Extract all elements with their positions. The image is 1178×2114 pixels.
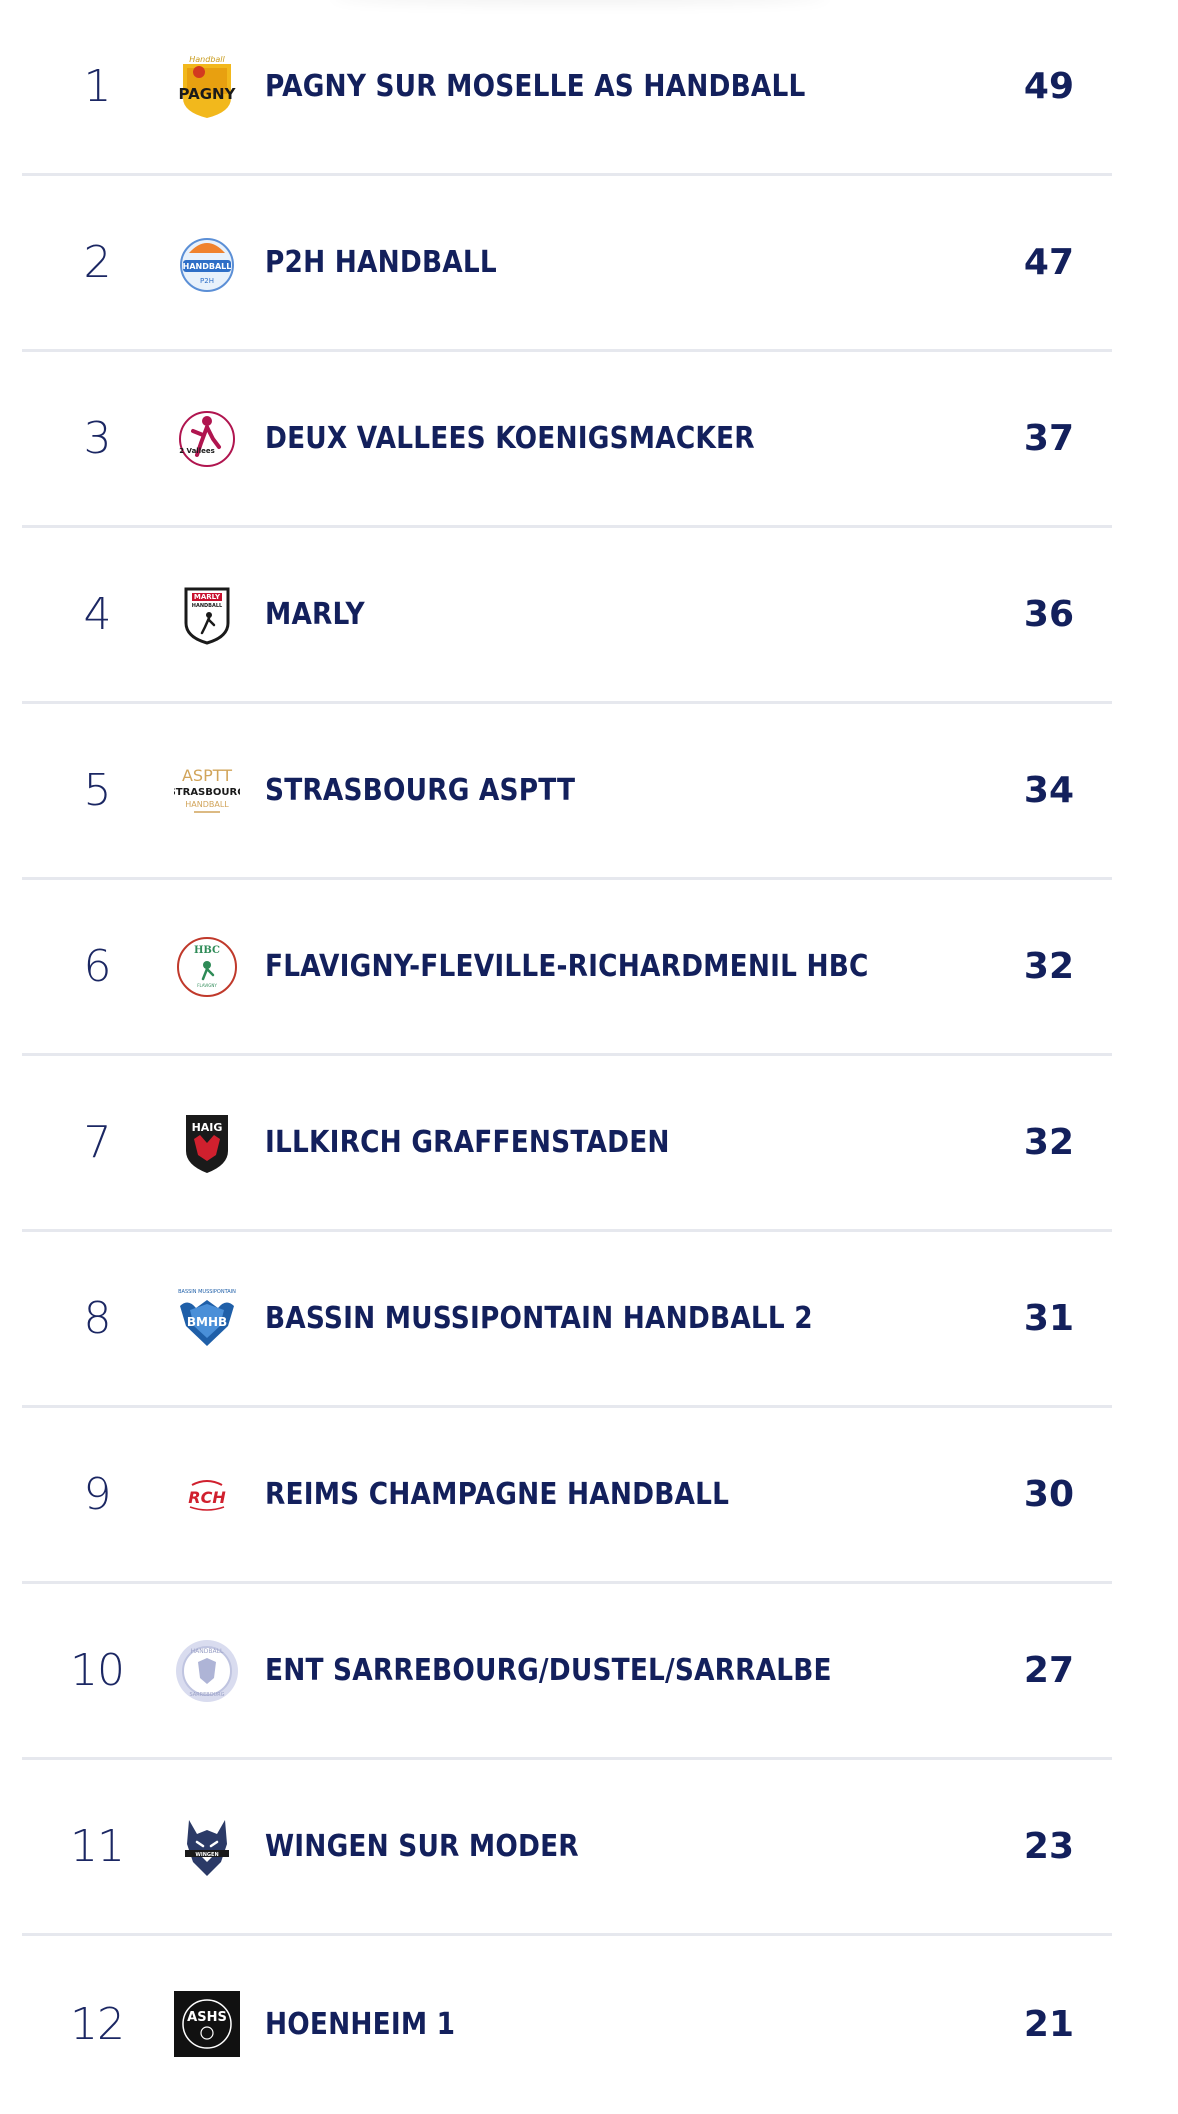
standings-row[interactable]: 10 HANDBALL SARREBOURG ENT SARREBOURG/DU…: [22, 1584, 1112, 1760]
svg-text:ASPTT: ASPTT: [182, 766, 232, 785]
sarrebourg-logo-icon: HANDBALL SARREBOURG: [174, 1638, 240, 1704]
team-name: FLAVIGNY-FLEVILLE-RICHARDMENIL HBC: [265, 949, 869, 984]
standings-row[interactable]: 12 ASHS HOENHEIM 1 21: [22, 1936, 1112, 2112]
team-name: REIMS CHAMPAGNE HANDBALL: [265, 1477, 730, 1512]
team-name: P2H HANDBALL: [265, 245, 497, 280]
svg-text:HBC: HBC: [194, 945, 220, 956]
standings-row[interactable]: 2 HANDBALL P2H P2H HANDBALL 47: [22, 176, 1112, 352]
points: 31: [1023, 1298, 1074, 1339]
bassin-logo-icon: BASSIN MUSSIPONTAIN BMHB: [174, 1286, 240, 1352]
points: 47: [1023, 242, 1074, 283]
points: 49: [1023, 66, 1074, 107]
standings-row[interactable]: 9 RCH REIMS CHAMPAGNE HANDBALL 30: [22, 1408, 1112, 1584]
svg-text:HAIG: HAIG: [192, 1121, 223, 1134]
team-name: STRASBOURG ASPTT: [265, 773, 576, 808]
rank: 9: [83, 1469, 112, 1520]
team-name: MARLY: [265, 597, 365, 632]
team-name: ILLKIRCH GRAFFENSTADEN: [265, 1125, 670, 1160]
standings-row[interactable]: 4 MARLY HANDBALL MARLY 36: [22, 528, 1112, 704]
team-name: PAGNY SUR MOSELLE AS HANDBALL: [265, 69, 806, 104]
team-name: BASSIN MUSSIPONTAIN HANDBALL 2: [265, 1301, 813, 1336]
strasbourg-asptt-logo-icon: ASPTT STRASBOURG HANDBALL: [174, 758, 240, 824]
standings-row[interactable]: 11 WINGEN WINGEN SUR MODER 23: [22, 1760, 1112, 1936]
reims-logo-icon: RCH: [174, 1462, 240, 1528]
points: 34: [1023, 770, 1074, 811]
rank: 10: [70, 1645, 125, 1696]
marly-logo-icon: MARLY HANDBALL: [174, 582, 240, 648]
deux-vallees-logo-icon: 2 Vallees: [174, 406, 240, 472]
standings-row[interactable]: 3 2 Vallees DEUX VALLEES KOENIGSMACKER 3…: [22, 352, 1112, 528]
svg-text:HANDBALL: HANDBALL: [191, 1648, 224, 1655]
points: 37: [1023, 418, 1074, 459]
rank: 7: [83, 1117, 112, 1168]
rank: 11: [70, 1821, 125, 1872]
rank: 3: [83, 413, 112, 464]
rank: 12: [70, 1998, 125, 2050]
svg-text:RCH: RCH: [188, 1488, 226, 1507]
svg-text:HANDBALL: HANDBALL: [185, 800, 229, 809]
team-name: WINGEN SUR MODER: [265, 1829, 579, 1864]
svg-text:HANDBALL: HANDBALL: [192, 603, 223, 609]
wingen-logo-icon: WINGEN: [174, 1814, 240, 1880]
svg-text:BMHB: BMHB: [187, 1315, 227, 1329]
svg-text:P2H: P2H: [200, 277, 214, 285]
svg-text:BASSIN MUSSIPONTAIN: BASSIN MUSSIPONTAIN: [178, 1289, 236, 1295]
svg-text:SARREBOURG: SARREBOURG: [189, 1692, 224, 1698]
standings-row[interactable]: 1 Handball PAGNY PAGNY SUR MOSELLE AS HA…: [22, 0, 1112, 176]
rank: 8: [83, 1293, 112, 1344]
svg-text:ASHS: ASHS: [187, 2010, 227, 2025]
standings-row[interactable]: 8 BASSIN MUSSIPONTAIN BMHB BASSIN MUSSIP…: [22, 1232, 1112, 1408]
pagny-logo-icon: Handball PAGNY: [174, 54, 240, 120]
svg-text:WINGEN: WINGEN: [195, 1852, 218, 1858]
points: 32: [1023, 1122, 1074, 1163]
team-name: DEUX VALLEES KOENIGSMACKER: [265, 421, 755, 456]
rank: 5: [83, 765, 112, 816]
team-name: HOENHEIM 1: [265, 2006, 456, 2042]
rank: 6: [83, 941, 112, 992]
standings-row[interactable]: 6 HBC FLAVIGNY FLAVIGNY-FLEVILLE-RICHARD…: [22, 880, 1112, 1056]
points: 23: [1023, 1826, 1074, 1867]
points: 36: [1023, 594, 1074, 635]
standings-row[interactable]: 5 ASPTT STRASBOURG HANDBALL STRASBOURG A…: [22, 704, 1112, 880]
rank: 2: [83, 237, 112, 288]
rank: 4: [83, 589, 112, 640]
svg-text:PAGNY: PAGNY: [179, 85, 237, 103]
points: 21: [1023, 2003, 1074, 2045]
points: 32: [1023, 946, 1074, 987]
svg-text:STRASBOURG: STRASBOURG: [174, 787, 240, 798]
rank: 1: [83, 61, 112, 112]
svg-text:MARLY: MARLY: [194, 593, 221, 601]
svg-text:Handball: Handball: [189, 55, 225, 64]
points: 30: [1023, 1474, 1074, 1515]
svg-text:HANDBALL: HANDBALL: [183, 262, 232, 271]
team-name: ENT SARREBOURG/DUSTEL/SARRALBE: [265, 1653, 832, 1688]
svg-text:FLAVIGNY: FLAVIGNY: [197, 983, 217, 988]
svg-text:2 Vallees: 2 Vallees: [179, 447, 215, 455]
standings-list: 1 Handball PAGNY PAGNY SUR MOSELLE AS HA…: [22, 0, 1112, 2112]
hoenheim-logo-icon: ASHS: [174, 1991, 240, 2057]
points: 27: [1023, 1650, 1074, 1691]
illkirch-logo-icon: HAIG: [174, 1110, 240, 1176]
flavigny-logo-icon: HBC FLAVIGNY: [174, 934, 240, 1000]
standings-row[interactable]: 7 HAIG ILLKIRCH GRAFFENSTADEN 32: [22, 1056, 1112, 1232]
p2h-logo-icon: HANDBALL P2H: [174, 230, 240, 296]
